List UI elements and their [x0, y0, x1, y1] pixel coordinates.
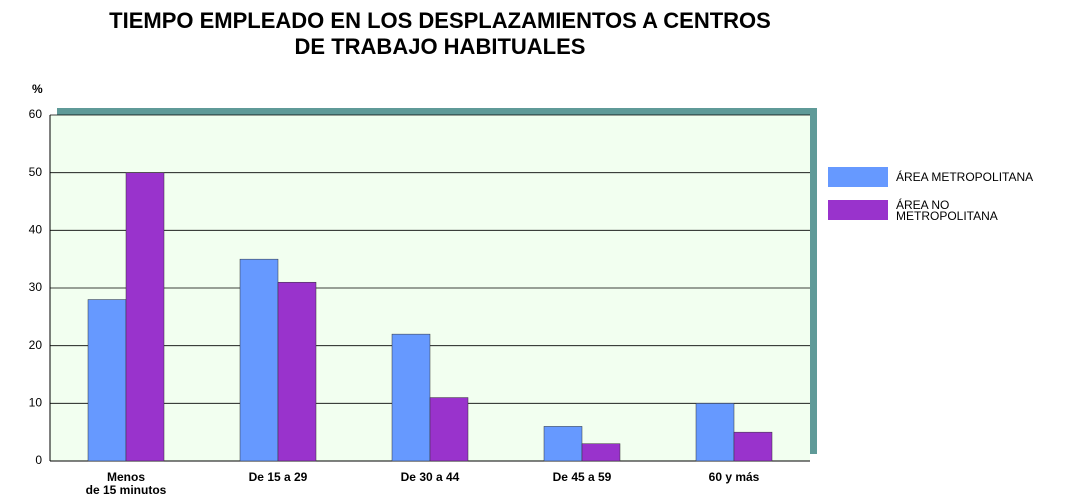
bar	[87, 299, 127, 462]
x-tick-label: Menos de 15 minutos	[85, 470, 167, 497]
bar	[239, 258, 279, 462]
chart-title: TIEMPO EMPLEADO EN LOS DESPLAZAMIENTOS A…	[109, 8, 771, 59]
bar	[391, 333, 431, 462]
bar	[429, 397, 469, 462]
bar	[543, 426, 583, 462]
y-tick-label: 0	[35, 453, 42, 467]
x-tick-label: 60 y más	[708, 470, 760, 484]
y-tick-label: 60	[29, 107, 43, 121]
x-tick-label: De 45 a 59	[552, 470, 612, 484]
y-tick-label: 40	[29, 223, 43, 237]
x-tick-label: De 30 a 44	[400, 470, 460, 484]
y-tick-label: 10	[29, 396, 43, 410]
legend-swatch	[828, 167, 888, 187]
y-tick-label: 50	[29, 165, 43, 179]
x-tick-label: De 15 a 29	[248, 470, 308, 484]
bar	[733, 431, 773, 462]
bar	[695, 403, 735, 462]
bar	[125, 172, 165, 462]
bar	[581, 443, 621, 462]
legend-swatch	[828, 200, 888, 220]
bar	[277, 281, 317, 462]
y-tick-label: 30	[29, 280, 43, 294]
y-axis-label: %	[32, 82, 43, 96]
legend-label: ÁREA METROPOLITANA	[896, 170, 1034, 184]
y-tick-label: 20	[29, 338, 43, 352]
legend-label: ÁREA NO METROPOLITANA	[896, 198, 998, 223]
